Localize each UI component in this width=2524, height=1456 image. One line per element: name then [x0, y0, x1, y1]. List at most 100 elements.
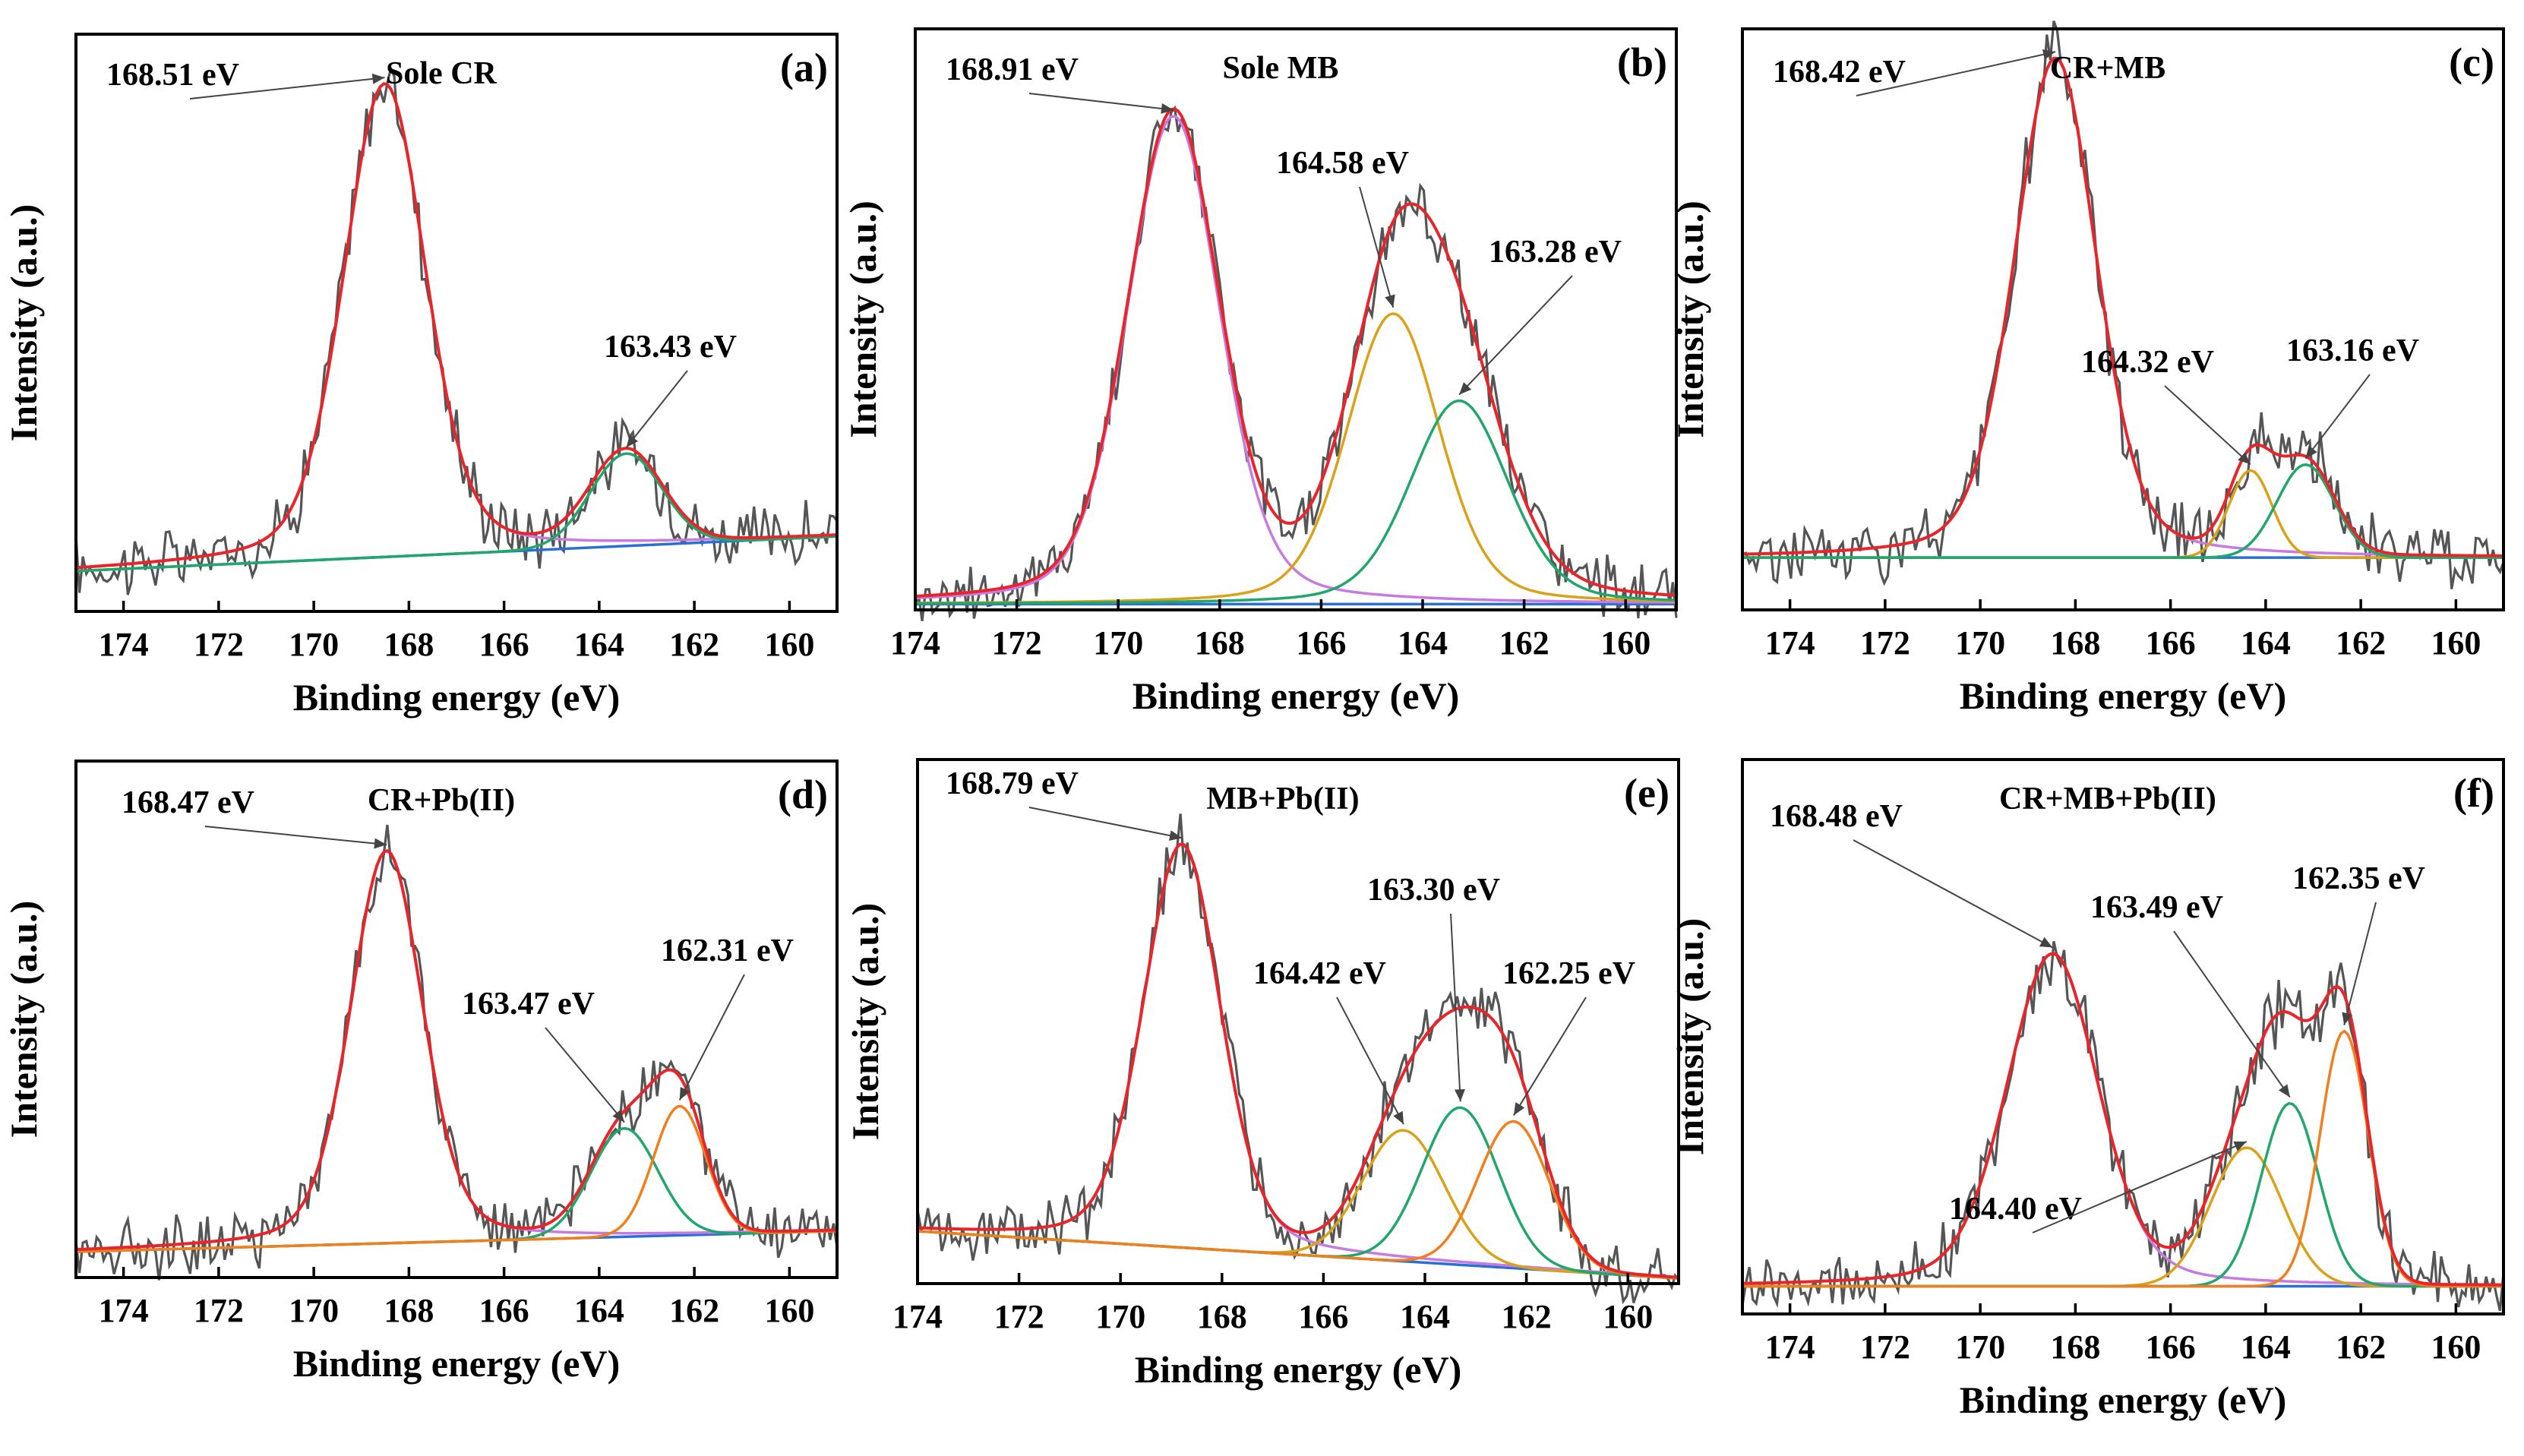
x-tick-label-b-160: 160	[1600, 624, 1651, 662]
x-tick-label-b-174: 174	[890, 624, 940, 662]
x-tick-label-c-168: 168	[2050, 624, 2100, 662]
raw-spectrum-f	[1741, 941, 2505, 1312]
raw-spectrum-c	[1742, 21, 2505, 589]
peak-arrow-e-1	[1336, 996, 1404, 1125]
panel-letter-f: (f)	[2453, 770, 2494, 816]
x-tick-label-d-164: 164	[574, 1292, 624, 1329]
peak-arrow-c-0	[1856, 51, 2056, 96]
panel-title-c: CR+MB	[2050, 51, 2165, 86]
peak-label-d-0: 168.47 eV	[122, 785, 254, 820]
x-axis-title-e: Binding energy (eV)	[1135, 1348, 1462, 1391]
fit-envelope-d	[75, 848, 838, 1252]
plot-frame-d	[74, 760, 839, 1279]
y-axis-title-a: Intensity (a.u.)	[2, 204, 45, 442]
panel-letter-d: (d)	[778, 772, 828, 817]
peak-arrow-d-0	[204, 826, 387, 846]
fit-peak-d-1	[75, 1126, 838, 1253]
fit-peak-f-0	[1742, 952, 2504, 1287]
fit-envelope-b	[915, 107, 1677, 598]
peak-arrowhead-e-0	[1168, 830, 1183, 841]
peak-arrow-a-0	[189, 77, 385, 99]
peak-arrowhead-e-2	[1454, 1088, 1465, 1102]
panel-b: 174 172 170 168 166 164 162 160 Binding energy (…	[842, 27, 1678, 717]
fit-peak-b-2	[915, 399, 1677, 605]
peak-arrow-f-3	[2032, 1141, 2248, 1233]
panel-c: 174 172 170 168 166 164 162 160 Binding energy (…	[1669, 21, 2505, 717]
peak-label-b-2: 163.28 eV	[1489, 235, 1622, 270]
panel-title-a: Sole CR	[386, 56, 498, 91]
peak-arrowhead-c-0	[2042, 49, 2056, 60]
x-tick-label-f-172: 172	[1860, 1328, 1910, 1366]
fit-peak-b-0	[915, 115, 1676, 604]
fit-envelope-c	[1742, 56, 2503, 557]
x-tick-label-a-174: 174	[99, 626, 149, 663]
fit-peak-e-1	[917, 1129, 1679, 1280]
plot-frame-b	[914, 27, 1678, 611]
x-tick-label-a-170: 170	[289, 626, 339, 663]
plot-frame-e	[916, 758, 1680, 1285]
x-axis-title-c: Binding energy (eV)	[1960, 674, 2287, 717]
fit-envelope-f	[1742, 952, 2504, 1287]
panel-letter-e: (e)	[1624, 770, 1670, 816]
x-tick-label-a-160: 160	[764, 626, 814, 663]
peak-arrow-b-1	[1359, 186, 1395, 308]
x-tick-label-e-170: 170	[1095, 1298, 1145, 1335]
x-tick-label-c-164: 164	[2241, 624, 2291, 662]
x-tick-label-e-160: 160	[1603, 1298, 1653, 1335]
peak-arrowhead-b-2	[1459, 382, 1472, 395]
fit-envelope-e	[917, 842, 1679, 1279]
plot-frame-f	[1741, 758, 2505, 1315]
peak-arrowhead-e-1	[1393, 1110, 1404, 1125]
peak-label-c-1: 164.32 eV	[2081, 345, 2214, 380]
panel-title-d: CR+Pb(II)	[368, 783, 515, 818]
y-axis-title-b: Intensity (a.u.)	[842, 201, 884, 438]
panel-letter-a: (a)	[780, 45, 828, 90]
peak-label-d-2: 162.31 eV	[661, 933, 794, 968]
fit-peak-c-1	[1742, 469, 2503, 559]
peak-arrowhead-a-1	[626, 434, 639, 448]
x-tick-label-d-162: 162	[669, 1292, 719, 1329]
x-tick-label-c-166: 166	[2146, 624, 2196, 662]
peak-label-c-0: 168.42 eV	[1773, 55, 1906, 90]
x-tick-label-b-166: 166	[1296, 624, 1346, 662]
x-tick-label-f-174: 174	[1765, 1328, 1815, 1366]
plot-frame-a	[74, 33, 839, 613]
y-axis-title-d: Intensity (a.u.)	[2, 901, 45, 1139]
peak-arrowhead-d-1	[612, 1109, 625, 1123]
panel-title-e: MB+Pb(II)	[1206, 782, 1359, 816]
x-tick-label-e-164: 164	[1400, 1298, 1450, 1335]
panel-e: 174 172 170 168 166 164 162 160 Binding energy (…	[844, 758, 1680, 1391]
peak-arrow-f-0	[1853, 839, 2053, 949]
peak-arrow-e-3	[1513, 996, 1587, 1116]
x-tick-label-f-166: 166	[2146, 1328, 2196, 1366]
peak-arrow-f-2	[2343, 902, 2377, 1025]
peak-arrow-b-2	[1458, 275, 1573, 396]
x-axis-title-d: Binding energy (eV)	[293, 1342, 621, 1385]
peak-arrowhead-f-3	[2233, 1141, 2247, 1151]
y-axis-title-c: Intensity (a.u.)	[1669, 201, 1711, 438]
x-tick-label-b-172: 172	[992, 624, 1042, 662]
panel-title-f: CR+MB+Pb(II)	[1999, 782, 2216, 816]
peak-arrow-c-1	[2164, 385, 2251, 466]
x-tick-label-f-162: 162	[2336, 1328, 2386, 1366]
x-tick-label-f-168: 168	[2050, 1328, 2100, 1366]
y-axis-title-e: Intensity (a.u.)	[844, 903, 886, 1141]
plot-frame-c	[1741, 27, 2505, 611]
x-tick-label-e-172: 172	[994, 1298, 1044, 1335]
x-tick-label-e-168: 168	[1197, 1298, 1247, 1335]
fit-envelope-a	[75, 82, 838, 570]
raw-spectrum-b	[914, 105, 1678, 621]
peak-arrow-f-1	[2173, 930, 2291, 1098]
x-tick-label-d-174: 174	[99, 1292, 149, 1329]
peak-label-a-1: 163.43 eV	[604, 330, 737, 365]
peak-arrow-d-1	[545, 1027, 625, 1123]
panel-d: 174 172 170 168 166 164 162 160 Binding energy (…	[2, 760, 839, 1385]
peak-arrow-a-1	[625, 370, 688, 448]
panel-title-b: Sole MB	[1223, 51, 1339, 86]
x-tick-label-a-172: 172	[194, 626, 244, 663]
peak-label-f-2: 162.35 eV	[2292, 861, 2425, 896]
peak-label-e-1: 164.42 eV	[1253, 956, 1386, 991]
peak-arrowhead-c-1	[2238, 452, 2251, 465]
x-tick-label-e-162: 162	[1502, 1298, 1552, 1335]
